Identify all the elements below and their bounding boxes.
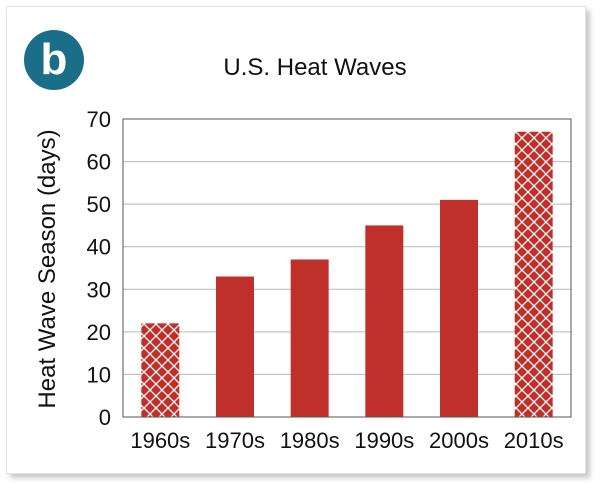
y-tick-label: 50	[87, 192, 111, 217]
y-axis-label: Heat Wave Season (days)	[34, 129, 61, 408]
chart-title: U.S. Heat Waves	[223, 54, 406, 81]
bar-1990s	[365, 225, 404, 417]
y-tick-label: 20	[87, 320, 111, 345]
bar-1970s	[216, 276, 254, 417]
y-tick-label: 10	[87, 362, 111, 387]
gridlines	[123, 161, 571, 375]
bar-1960s	[141, 323, 180, 417]
x-tick-label: 2010s	[504, 428, 564, 453]
x-tick-label: 1980s	[280, 428, 340, 453]
panel-badge: b	[24, 30, 84, 90]
panel-badge-letter: b	[41, 35, 68, 84]
x-tick-label: 2000s	[429, 428, 489, 453]
bar-2000s	[440, 199, 478, 417]
y-tick-label: 70	[87, 107, 111, 132]
y-tick-labels: 0 10 20 30 40 50 60 70	[87, 107, 111, 430]
y-tick-label: 30	[87, 277, 111, 302]
y-tick-label: 60	[87, 150, 111, 175]
bar-2010s	[514, 131, 553, 417]
y-tick-label: 0	[99, 405, 111, 430]
panel-badge-circle	[24, 30, 84, 90]
x-tick-label: 1960s	[130, 428, 190, 453]
x-tick-label: 1990s	[354, 428, 414, 453]
x-tick-label: 1970s	[205, 428, 265, 453]
plot-frame	[122, 118, 572, 418]
x-tick-labels: 1960s 1970s 1980s 1990s 2000s 2010s	[130, 428, 563, 453]
bars	[141, 131, 553, 417]
y-tick-label: 40	[87, 235, 111, 260]
bar-1980s	[290, 259, 329, 417]
